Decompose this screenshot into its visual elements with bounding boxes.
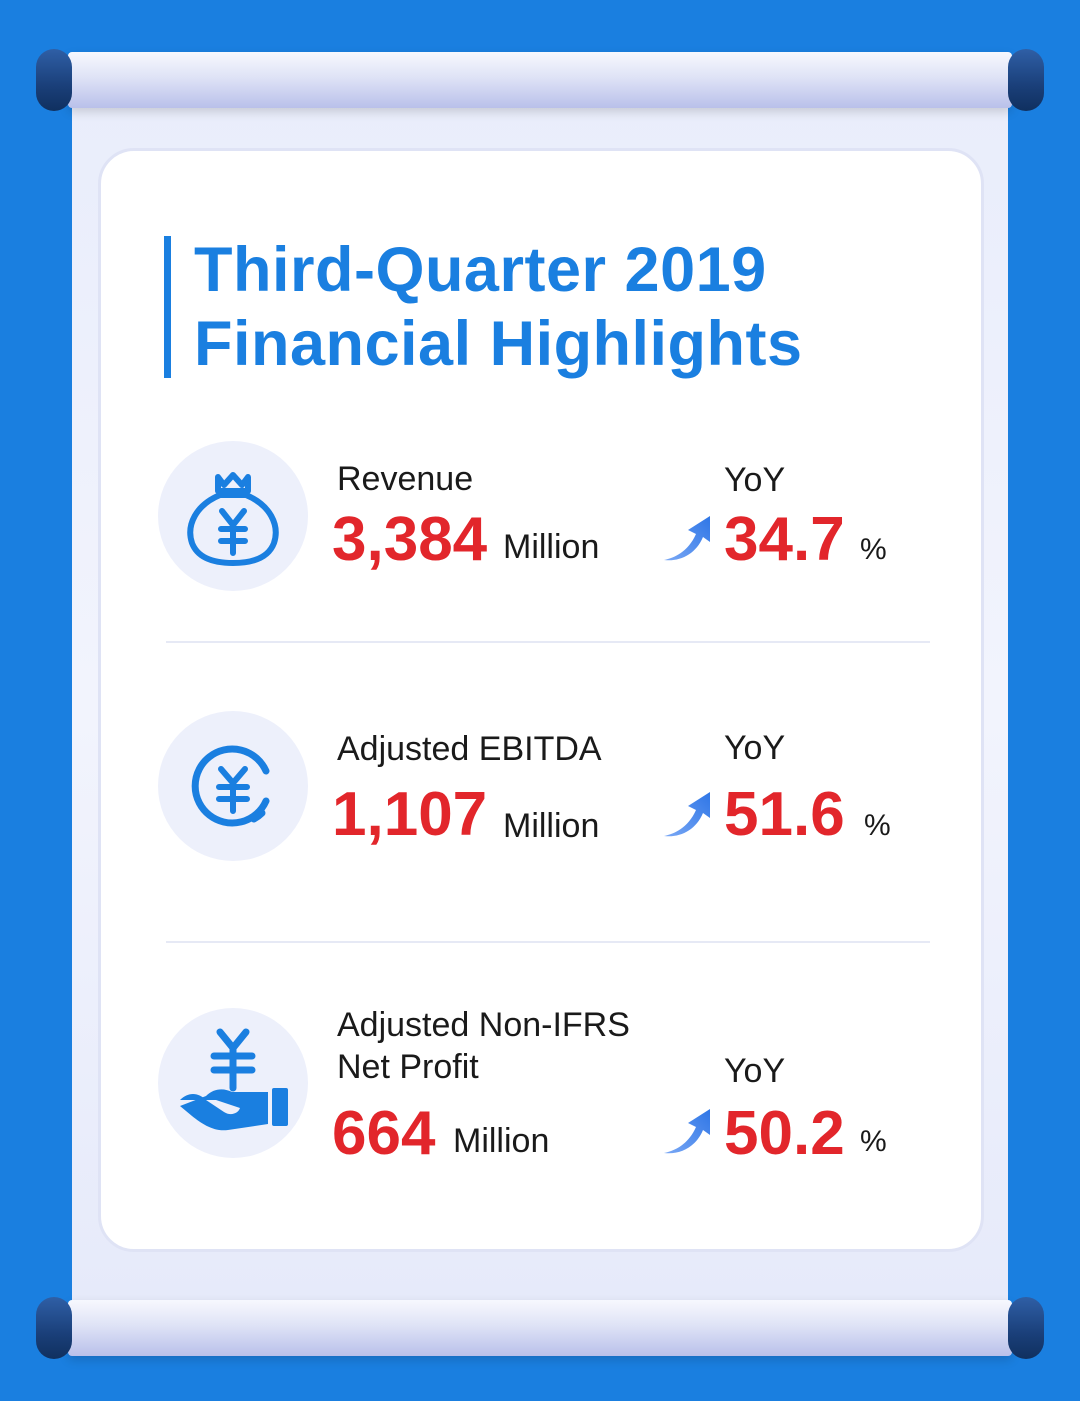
yoy-value-revenue: 34.7 [724,505,845,574]
roller-cap-bottom-right [1008,1297,1044,1359]
metric-value-revenue: 3,384 [332,505,488,574]
scroll-roller-top [68,52,1012,108]
page-title-line-1: Third-Quarter 2019 [194,235,767,305]
yoy-label-net-profit: YoY [724,1052,786,1090]
roller-cap-top-right [1008,49,1044,111]
trend-up-arrow-icon [664,1109,710,1154]
divider [166,941,930,943]
yoy-label-ebitda: YoY [724,729,786,767]
divider [166,641,930,643]
metric-value-net-profit: 664 [332,1099,436,1168]
yoy-label-revenue: YoY [724,461,786,499]
metric-label-revenue: Revenue [337,460,474,498]
hand-yuan-icon [158,1008,308,1158]
yoy-unit-ebitda: % [864,809,891,842]
roller-cap-top-left [36,49,72,111]
metric-value-ebitda: 1,107 [332,780,488,849]
money-bag-icon [158,441,308,591]
metric-label-ebitda: Adjusted EBITDA [337,730,602,768]
yoy-unit-net-profit: % [860,1125,887,1158]
trend-up-arrow-icon [664,792,710,837]
metric-unit-revenue: Million [503,528,600,566]
metric-unit-ebitda: Million [503,807,600,845]
title-accent-bar [164,236,171,378]
scroll-roller-bottom [68,1300,1012,1356]
page-title-line-2: Financial Highlights [194,309,803,379]
metric-unit-net-profit: Million [453,1122,550,1160]
metric-label-net-profit-line-1: Adjusted Non-IFRS [337,1006,630,1044]
yoy-unit-revenue: % [860,533,887,566]
roller-cap-bottom-left [36,1297,72,1359]
trend-up-arrow-icon [664,516,710,561]
yoy-value-net-profit: 50.2 [724,1099,845,1168]
yoy-value-ebitda: 51.6 [724,780,845,849]
yuan-coin-icon [158,711,308,861]
metric-label-net-profit-line-2: Net Profit [337,1048,479,1086]
